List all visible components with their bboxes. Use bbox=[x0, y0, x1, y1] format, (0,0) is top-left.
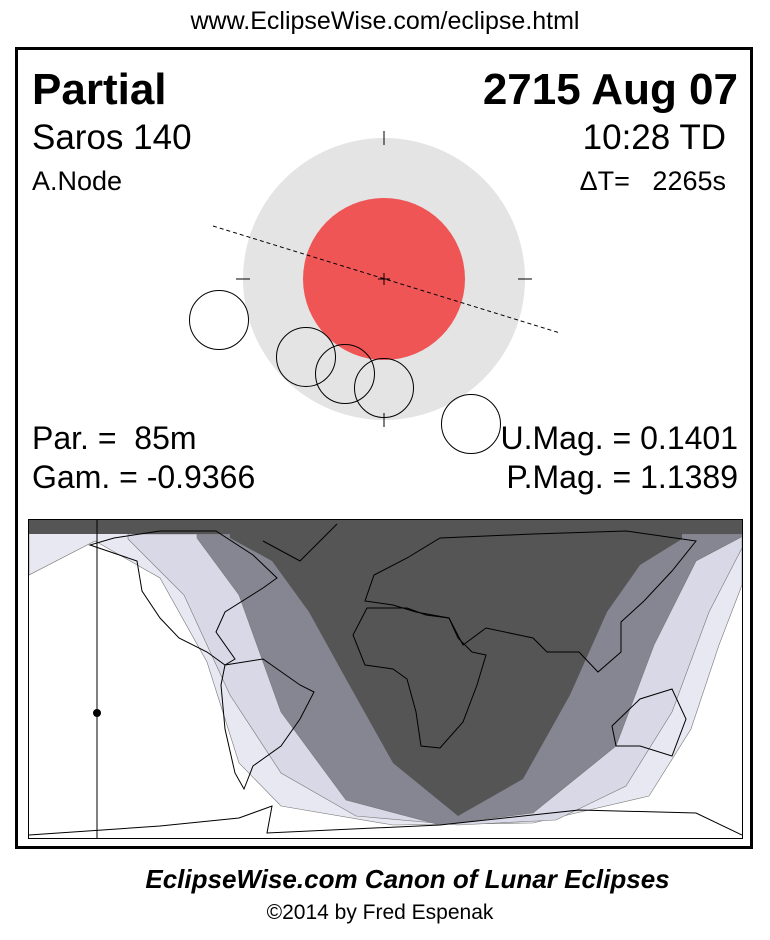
penumbral-magnitude: P.Mag. = 1.1389 bbox=[506, 459, 738, 495]
delta-t: ΔT= 2265s bbox=[579, 166, 726, 196]
eclipse-date: 2715 Aug 07 bbox=[482, 65, 738, 114]
moon-position-greatest bbox=[315, 344, 375, 404]
antarctica-outline bbox=[29, 805, 742, 836]
saros-number: Saros 140 bbox=[32, 118, 192, 157]
south-america-outline bbox=[220, 658, 315, 791]
eclipse-geometry-diagram bbox=[189, 131, 561, 454]
moon-position-p1 bbox=[189, 290, 249, 350]
gamma: Gam. = -0.9366 bbox=[32, 459, 256, 495]
moon-position-u1 bbox=[276, 327, 336, 387]
eclipse-type: Partial bbox=[32, 65, 167, 114]
north-america-outline bbox=[88, 530, 278, 666]
site-url: www.EclipseWise.com/eclipse.html bbox=[190, 7, 580, 35]
eurasia-outline bbox=[364, 530, 697, 673]
ecliptic-path-line bbox=[212, 225, 561, 334]
canon-title: EclipseWise.com Canon of Lunar Eclipses bbox=[145, 864, 670, 894]
australia-outline bbox=[611, 688, 687, 757]
eclipse-panel bbox=[15, 47, 753, 849]
partial-duration: Par. = 85m bbox=[32, 420, 197, 456]
coastlines bbox=[29, 523, 742, 836]
eclipse-time: 10:28 TD bbox=[582, 118, 726, 157]
moon-position-p4 bbox=[441, 394, 501, 454]
visibility-world-map bbox=[28, 519, 743, 839]
umbral-magnitude: U.Mag. = 0.1401 bbox=[500, 420, 738, 456]
node-label: A.Node bbox=[32, 166, 123, 196]
greatest-eclipse-point bbox=[93, 709, 101, 717]
copyright: ©2014 by Fred Espenak bbox=[266, 901, 494, 924]
total-visibility-zone bbox=[230, 534, 682, 816]
moon-position-u4 bbox=[354, 358, 414, 418]
axis-ticks bbox=[236, 131, 532, 427]
greenland-outline bbox=[262, 523, 338, 562]
